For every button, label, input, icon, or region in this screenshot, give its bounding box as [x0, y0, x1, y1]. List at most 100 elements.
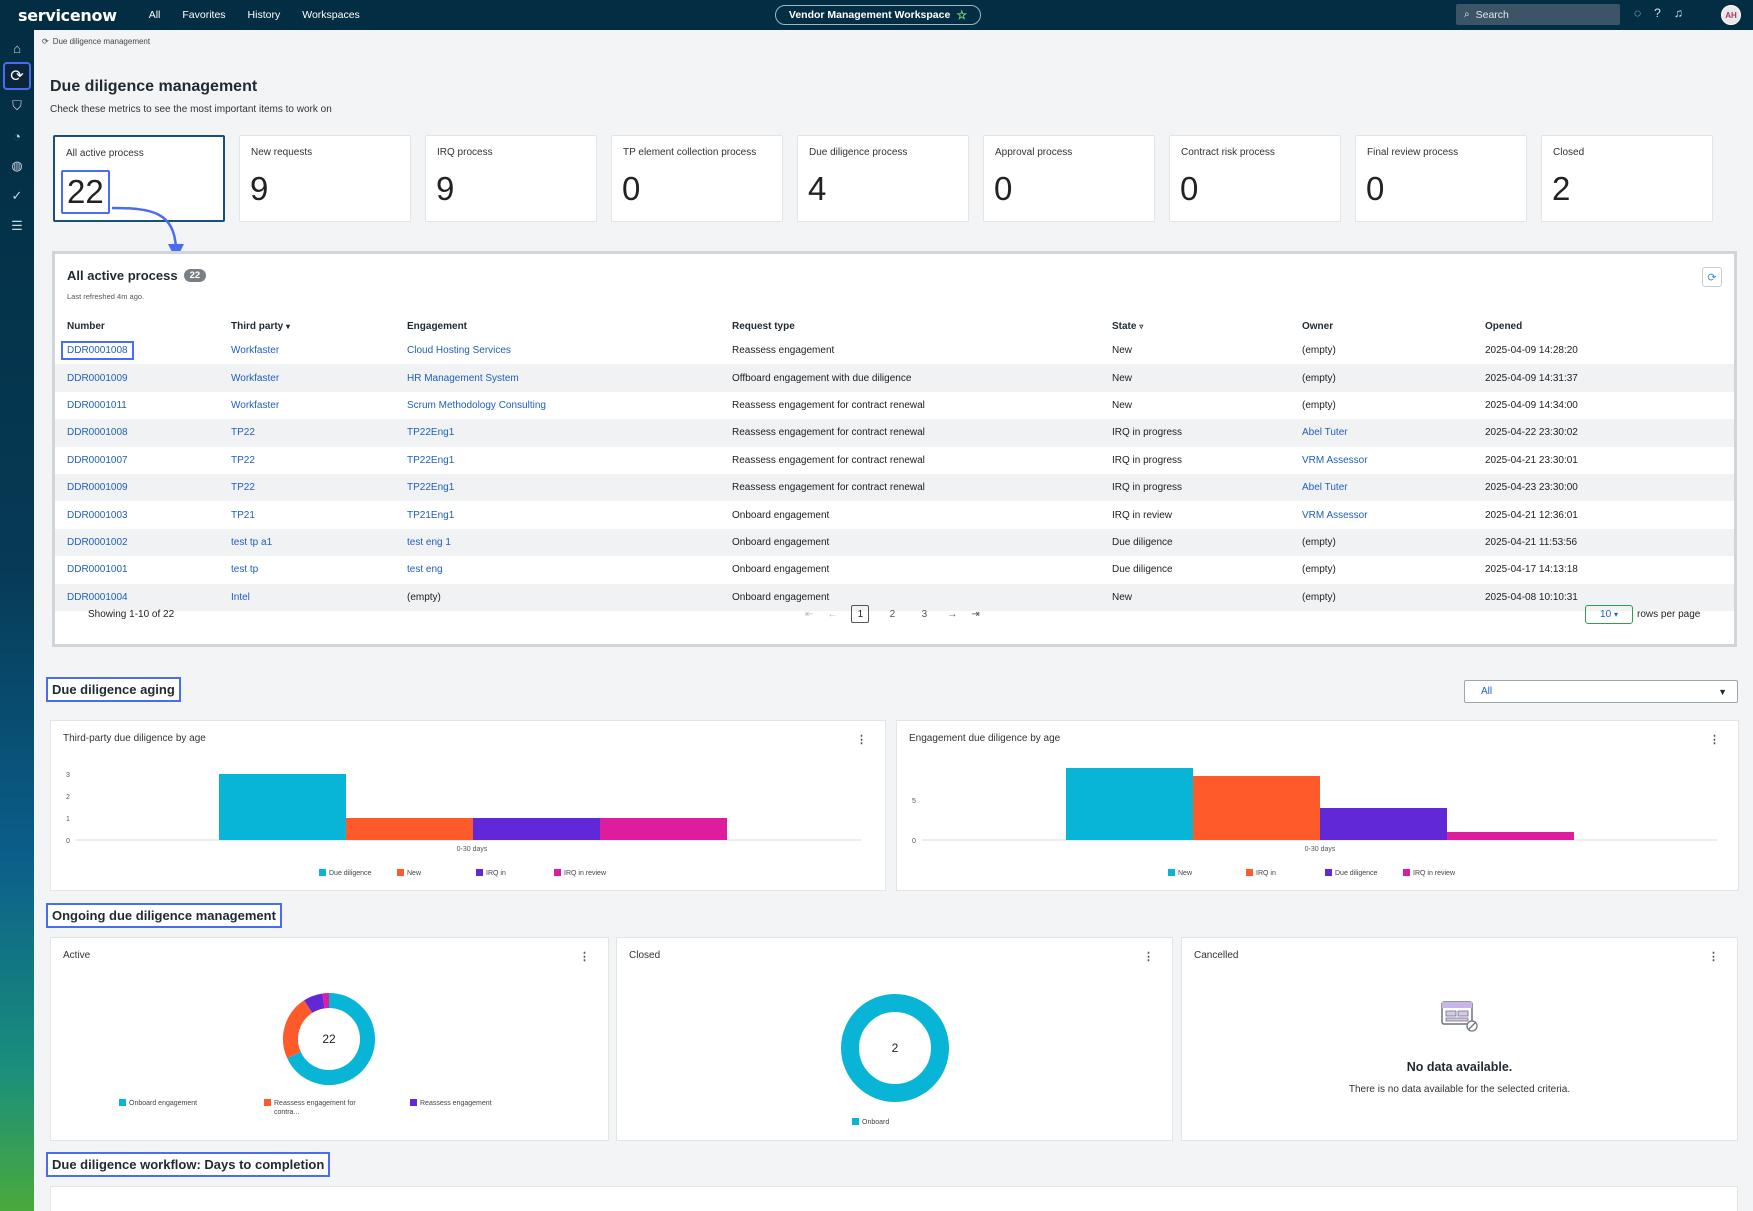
cell-engagement-text[interactable]: TP22Eng1: [407, 482, 455, 494]
cell-engagement-text[interactable]: TP22Eng1: [407, 427, 455, 439]
breadcrumb-item[interactable]: Due diligence management: [52, 37, 151, 46]
cell-third-party[interactable]: test tp: [231, 556, 407, 583]
table-row[interactable]: DDR0001002 test tp a1 test eng 1 Onboard en…: [55, 528, 1734, 557]
cell-number[interactable]: DDR0001008: [55, 419, 231, 446]
nav-history[interactable]: History: [247, 9, 281, 21]
rows-per-page-select[interactable]: 10 ▾: [1585, 605, 1633, 624]
cell-engagement-text[interactable]: Scrum Methodology Consulting: [407, 399, 546, 411]
col-number[interactable]: Number: [67, 320, 105, 332]
more-options-icon[interactable]: ⋮: [1708, 951, 1719, 963]
kpi-card-irq-process[interactable]: IRQ process 9: [425, 135, 597, 222]
servicenow-logo[interactable]: servicenow: [18, 5, 117, 25]
cell-third-party[interactable]: TP22: [231, 447, 407, 474]
cell-number-text[interactable]: DDR0001008: [61, 341, 134, 361]
prev-page-icon[interactable]: ←: [827, 608, 838, 620]
cell-engagement[interactable]: test eng: [407, 556, 732, 583]
cell-engagement[interactable]: TP22Eng1: [407, 474, 732, 501]
cell-third-party-text[interactable]: Workfaster: [231, 345, 280, 357]
cell-engagement[interactable]: Cloud Hosting Services: [407, 337, 732, 364]
cell-engagement-text[interactable]: test eng 1: [407, 536, 451, 548]
list-icon[interactable]: ☰: [11, 218, 23, 233]
cell-engagement-text[interactable]: Cloud Hosting Services: [407, 345, 511, 357]
cell-third-party-text[interactable]: TP22: [231, 454, 255, 466]
col-third-party[interactable]: Third party ▾: [231, 315, 407, 337]
page-1[interactable]: 1: [851, 605, 870, 623]
cell-engagement[interactable]: TP22Eng1: [407, 419, 732, 446]
cell-engagement[interactable]: TP22Eng1: [407, 447, 732, 474]
last-page-icon[interactable]: ⇥: [971, 608, 980, 620]
table-row[interactable]: DDR0001007 TP22 TP22Eng1 Reassess engagemen…: [55, 447, 1734, 474]
cell-third-party-text[interactable]: Workfaster: [231, 372, 280, 384]
cell-third-party-text[interactable]: TP22: [231, 427, 255, 439]
next-page-icon[interactable]: →: [947, 608, 958, 620]
cell-number[interactable]: DDR0001001: [55, 556, 231, 583]
cell-number[interactable]: DDR0001004: [55, 584, 231, 611]
kpi-card-final-review[interactable]: Final review process 0: [1355, 135, 1527, 222]
more-options-icon[interactable]: ⋮: [1143, 951, 1154, 963]
cell-third-party[interactable]: test tp a1: [231, 529, 407, 556]
dashboard-icon[interactable]: ◔: [13, 128, 21, 144]
table-row[interactable]: DDR0001008 Workfaster Cloud Hosting Servic…: [55, 337, 1734, 364]
table-row[interactable]: DDR0001003 TP21 TP21Eng1 Onboard engagement…: [55, 501, 1734, 528]
home-icon[interactable]: ⌂: [13, 40, 21, 56]
cell-number-text[interactable]: DDR0001002: [67, 536, 128, 548]
cell-number-text[interactable]: DDR0001001: [67, 564, 128, 576]
cell-owner-text[interactable]: Abel Tuter: [1302, 427, 1348, 439]
cell-engagement-text[interactable]: TP22Eng1: [407, 454, 455, 466]
filter-icon[interactable]: ▿: [1139, 321, 1144, 331]
kpi-card-contract-risk[interactable]: Contract risk process 0: [1169, 135, 1341, 222]
cell-number-text[interactable]: DDR0001003: [67, 509, 128, 521]
globe-icon[interactable]: ◍: [11, 158, 23, 173]
cell-engagement[interactable]: test eng 1: [407, 529, 732, 556]
notification-bell-icon[interactable]: ♫: [1673, 6, 1683, 20]
cell-engagement[interactable]: Scrum Methodology Consulting: [407, 392, 732, 419]
col-request-type[interactable]: Request type: [732, 320, 795, 332]
cell-owner-text[interactable]: VRM Assessor: [1302, 509, 1368, 521]
check-circle-icon[interactable]: ✓: [11, 188, 23, 203]
kpi-card-tp-element[interactable]: TP element collection process 0: [611, 135, 783, 222]
cell-third-party-text[interactable]: Intel: [231, 591, 250, 603]
cell-engagement[interactable]: TP21Eng1: [407, 501, 732, 528]
cell-number-text[interactable]: DDR0001004: [67, 591, 128, 603]
more-options-icon[interactable]: ⋮: [1709, 734, 1720, 746]
cell-third-party-text[interactable]: TP22: [231, 482, 255, 494]
cell-owner-text[interactable]: Abel Tuter: [1302, 482, 1348, 494]
cell-number-text[interactable]: DDR0001008: [67, 427, 128, 439]
cell-engagement-text[interactable]: TP21Eng1: [407, 509, 455, 521]
nav-all[interactable]: All: [148, 9, 161, 21]
avatar[interactable]: AH: [1721, 5, 1741, 25]
table-row[interactable]: DDR0001001 test tp test eng Onboard engagem…: [55, 556, 1734, 583]
chat-icon[interactable]: ◌: [1634, 6, 1642, 20]
page-3[interactable]: 3: [921, 608, 928, 620]
cell-number-text[interactable]: DDR0001009: [67, 482, 128, 494]
cell-third-party-text[interactable]: Workfaster: [231, 399, 280, 411]
cell-owner[interactable]: Abel Tuter: [1302, 419, 1485, 446]
cell-number[interactable]: DDR0001008: [55, 337, 231, 364]
help-icon[interactable]: ?: [1654, 6, 1661, 20]
col-state[interactable]: State ▿: [1112, 315, 1302, 337]
cell-number[interactable]: DDR0001009: [55, 364, 231, 391]
col-engagement[interactable]: Engagement: [407, 320, 468, 332]
cell-third-party[interactable]: TP22: [231, 474, 407, 501]
page-2[interactable]: 2: [889, 608, 896, 620]
cell-number-text[interactable]: DDR0001009: [67, 372, 128, 384]
cell-third-party[interactable]: Workfaster: [231, 364, 407, 391]
cell-owner[interactable]: VRM Assessor: [1302, 501, 1485, 528]
refresh-icon[interactable]: ⟳: [1702, 267, 1722, 287]
kpi-card-all-active[interactable]: All active process 22: [53, 135, 225, 222]
first-page-icon[interactable]: ⇤: [805, 608, 814, 620]
more-options-icon[interactable]: ⋮: [579, 951, 590, 963]
kpi-card-closed[interactable]: Closed 2: [1541, 135, 1713, 222]
cell-third-party-text[interactable]: test tp: [231, 564, 259, 576]
cell-number-text[interactable]: DDR0001011: [67, 399, 127, 411]
kpi-card-due-diligence[interactable]: Due diligence process 4: [797, 135, 969, 222]
cell-third-party[interactable]: Workfaster: [231, 392, 407, 419]
cell-third-party[interactable]: TP22: [231, 419, 407, 446]
nav-workspaces[interactable]: Workspaces: [302, 9, 360, 21]
workspace-pill[interactable]: Vendor Management Workspace ☆: [775, 5, 981, 25]
cell-third-party[interactable]: Intel: [231, 584, 407, 611]
cell-number[interactable]: DDR0001011: [55, 392, 231, 419]
nav-favorites[interactable]: Favorites: [182, 9, 226, 21]
col-opened[interactable]: Opened: [1485, 320, 1523, 332]
cell-owner[interactable]: VRM Assessor: [1302, 447, 1485, 474]
